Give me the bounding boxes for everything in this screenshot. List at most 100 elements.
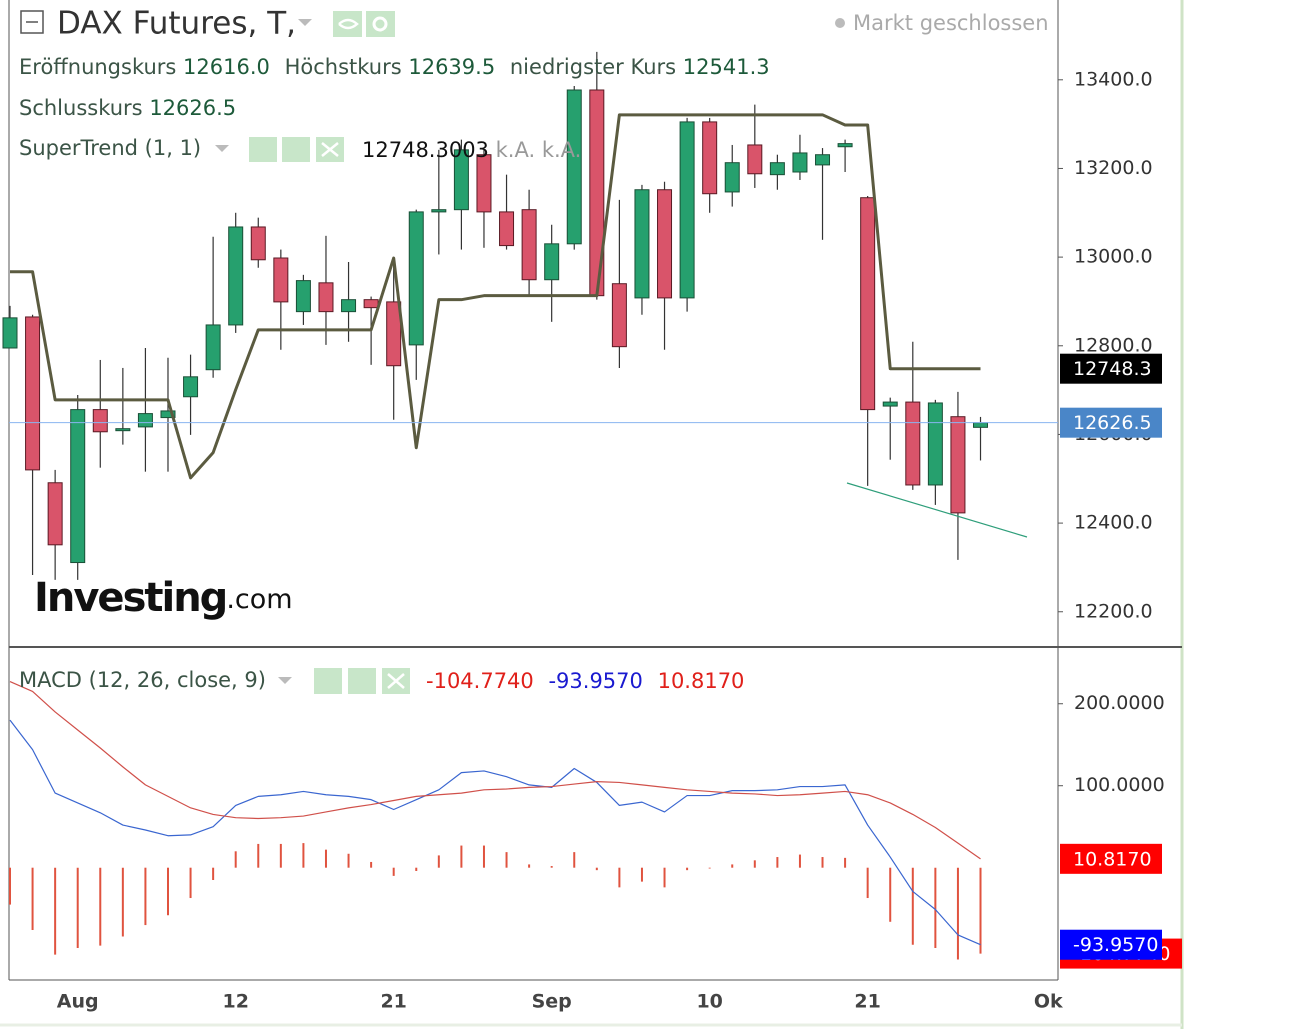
candle-body — [679, 121, 695, 299]
candle-body — [837, 143, 853, 148]
indicator-value: 12748.3003 — [362, 138, 489, 162]
price-label: 12748.3 — [1073, 358, 1152, 380]
x-tick-label: Sep — [532, 991, 572, 1013]
candle-body — [521, 209, 537, 281]
candle-body — [476, 154, 492, 213]
y-tick-label: 200.0000 — [1074, 692, 1165, 714]
ohlc-value: 12541.3 — [683, 55, 770, 79]
y-tick-label: 13400.0 — [1074, 68, 1153, 90]
candle-body — [408, 211, 424, 346]
ohlc-value: 12626.5 — [149, 96, 236, 120]
trend-line — [846, 482, 1028, 538]
x-tick-label: Aug — [57, 991, 99, 1013]
x-tick-label: Ok — [1034, 991, 1063, 1013]
candle-body — [905, 401, 921, 486]
dropdown[interactable] — [298, 19, 312, 26]
logo-suffix: .com — [226, 584, 292, 615]
candle-body — [927, 402, 943, 486]
macd-value: 10.8170 — [658, 669, 745, 693]
candle-body — [973, 422, 989, 428]
y-tick-label: 13000.0 — [1074, 246, 1153, 268]
candle-body — [137, 413, 153, 428]
candle-body — [25, 316, 41, 471]
macd-icons[interactable] — [314, 668, 410, 694]
candle-body — [228, 226, 244, 326]
collapse-button[interactable] — [20, 10, 44, 34]
candle-body — [2, 317, 18, 349]
supertrend-line — [10, 113, 981, 480]
logo: Investing.com — [34, 575, 293, 621]
y-tick-label: 100.0000 — [1074, 774, 1165, 796]
indicator-value: k.A. — [496, 138, 536, 162]
y-tick-label: 12200.0 — [1074, 600, 1153, 622]
candle-body — [882, 401, 898, 407]
candle-body — [295, 280, 311, 313]
logo-brand: Investing — [34, 575, 226, 621]
market-status: Markt geschlossen — [853, 11, 1049, 35]
title: DAX Futures, T, — [57, 6, 296, 42]
macd-value: -93.9570 — [548, 669, 642, 693]
candle-body — [115, 428, 131, 432]
ohlc-value: 12616.0 — [183, 55, 270, 79]
ohlc-label: Schlusskurs — [19, 96, 143, 120]
x-tick-label: 12 — [222, 991, 248, 1013]
candle-body — [611, 283, 627, 348]
macd-line — [9, 681, 981, 860]
x-tick-label: 10 — [696, 991, 722, 1013]
candle-body — [160, 410, 176, 419]
macd-label-box — [1060, 929, 1162, 960]
candle-body — [702, 121, 718, 195]
candle-body — [792, 152, 808, 173]
macd-line — [9, 719, 981, 946]
indicator-values: 12748.3003 k.A. k.A. — [362, 138, 581, 162]
y-tick-label: 12400.0 — [1074, 512, 1153, 534]
macd-label-box — [1060, 843, 1162, 874]
candle-body — [815, 154, 831, 166]
candle-body — [70, 409, 86, 564]
candle-body — [769, 162, 785, 176]
indicator-icons[interactable] — [249, 137, 344, 162]
candle-body — [566, 89, 582, 245]
price-label-box — [1060, 353, 1162, 384]
macd-legend: -104.7740 -93.9570 10.8170 — [426, 669, 744, 693]
candle-body — [47, 482, 63, 546]
ohlc-label: niedrigster Kurs — [510, 55, 676, 79]
macd-label: -93.9570 — [1073, 934, 1158, 956]
candle-body — [431, 209, 447, 213]
marks: 12200.012400.012600.012800.013000.013200… — [2, 51, 1182, 1013]
ohlc-label: Höchstkurs — [285, 55, 402, 79]
indicator-value: k.A. — [542, 138, 582, 162]
candle-body — [634, 189, 650, 299]
macd-label: 10.8170 — [1073, 848, 1152, 870]
ohlc-legend: Eröffnungskurs 12616.0 Höchstkurs 12639.… — [19, 55, 770, 79]
y-tick-label: 12800.0 — [1074, 334, 1153, 356]
candle-body — [860, 197, 876, 411]
candle-body — [341, 299, 357, 313]
price-label: 12626.5 — [1073, 412, 1152, 434]
candle-body — [92, 409, 108, 433]
candle-body — [273, 257, 289, 303]
ohlc-label: Eröffnungskurs — [19, 55, 176, 79]
candle-body — [453, 149, 469, 211]
title-icons[interactable] — [333, 11, 395, 37]
y-tick-label: 13200.0 — [1074, 157, 1153, 179]
candle-body — [747, 144, 763, 175]
x-tick-label: 21 — [380, 991, 406, 1013]
candle-body — [363, 299, 379, 309]
price-label-box — [1060, 407, 1162, 438]
candle-body — [657, 189, 673, 299]
candle-body — [950, 416, 966, 514]
candle-body — [724, 162, 740, 193]
dropdown[interactable] — [215, 145, 229, 152]
candle-body — [386, 301, 402, 367]
indicator-name: SuperTrend (1, 1) — [19, 136, 201, 160]
candle-body — [318, 282, 334, 313]
ohlc-value: 12639.5 — [408, 55, 495, 79]
ohlc-legend: Schlusskurs 12626.5 — [19, 96, 236, 120]
macd-value: -104.7740 — [426, 669, 534, 693]
candle-body — [544, 243, 560, 281]
dropdown[interactable] — [278, 677, 292, 684]
x-tick-label: 21 — [854, 991, 880, 1013]
status-dot — [835, 18, 845, 28]
candle-body — [250, 226, 266, 261]
